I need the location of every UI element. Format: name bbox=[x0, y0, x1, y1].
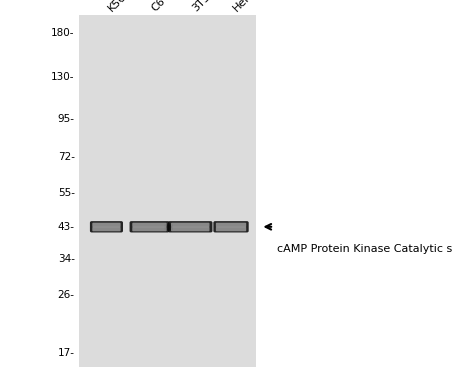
Text: 43-: 43- bbox=[58, 222, 75, 232]
FancyBboxPatch shape bbox=[132, 223, 167, 227]
FancyBboxPatch shape bbox=[213, 221, 249, 232]
Text: cAMP Protein Kinase Catalytic subunit: cAMP Protein Kinase Catalytic subunit bbox=[277, 244, 453, 254]
FancyBboxPatch shape bbox=[164, 225, 173, 231]
FancyBboxPatch shape bbox=[90, 221, 123, 232]
FancyBboxPatch shape bbox=[171, 227, 209, 231]
Text: 130-: 130- bbox=[51, 72, 75, 82]
FancyBboxPatch shape bbox=[216, 223, 246, 227]
Text: K562: K562 bbox=[106, 0, 134, 13]
FancyBboxPatch shape bbox=[171, 223, 209, 227]
Text: Hela: Hela bbox=[231, 0, 256, 13]
FancyBboxPatch shape bbox=[130, 221, 169, 232]
FancyBboxPatch shape bbox=[92, 223, 120, 227]
FancyBboxPatch shape bbox=[132, 227, 167, 231]
Text: 72-: 72- bbox=[58, 152, 75, 162]
Text: 180-: 180- bbox=[51, 28, 75, 38]
Text: 17-: 17- bbox=[58, 348, 75, 358]
Text: C6: C6 bbox=[149, 0, 167, 13]
Text: 55-: 55- bbox=[58, 188, 75, 198]
FancyBboxPatch shape bbox=[168, 221, 212, 232]
Text: 26-: 26- bbox=[58, 290, 75, 300]
Text: 3T3: 3T3 bbox=[190, 0, 212, 13]
Text: 34-: 34- bbox=[58, 254, 75, 263]
Bar bbox=[79, 15, 256, 367]
Text: 95-: 95- bbox=[58, 114, 75, 124]
FancyBboxPatch shape bbox=[92, 227, 120, 231]
FancyBboxPatch shape bbox=[216, 227, 246, 231]
